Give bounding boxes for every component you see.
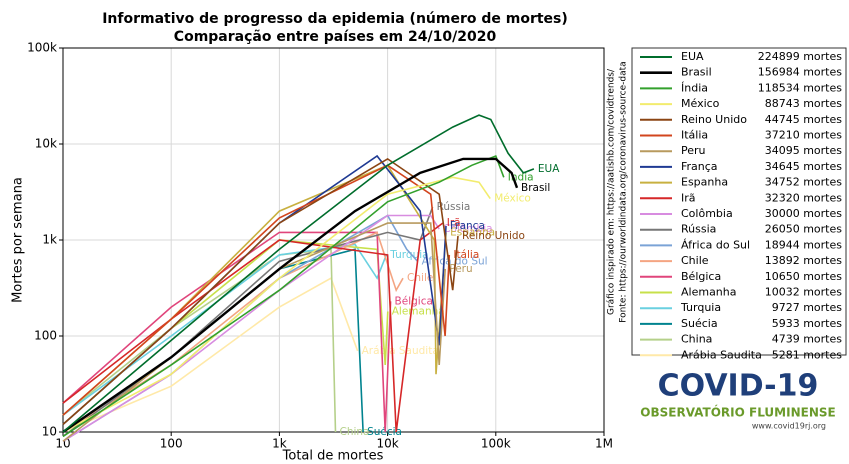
legend-total: 26050 mortes [765,223,843,236]
plot-frame [62,47,605,433]
series-end-label: Itália [453,249,479,261]
series-line [62,277,359,433]
side-note: Gráfico inspirado em: https://aatishb.co… [607,68,617,315]
series-end-label: Espanha [450,226,495,238]
y-tick-label: 1k [42,233,57,247]
legend-total: 4739 mortes [772,333,843,346]
y-tick-label: 100 [34,329,57,343]
legend-total: 34752 mortes [765,176,843,189]
series-line [62,176,491,433]
x-axis-label: Total de mortes [282,449,384,464]
series-end-label: Irã [447,217,461,229]
legend-label: Índia [681,81,708,94]
series-line [62,157,519,433]
series-line [62,164,451,416]
legend-label: Reino Unido [681,113,747,126]
x-tick-label: 10k [376,437,398,451]
legend-label: Chile [681,254,709,267]
side-note: Fonte: https://ourworldindata.org/corona… [619,61,629,322]
legend-total: 88743 mortes [765,97,843,110]
series-end-label: China [340,426,370,438]
legend-label: Peru [681,144,706,157]
legend-total: 10650 mortes [765,270,843,283]
x-tick-label: 100k [481,437,511,451]
legend-label: México [681,97,720,110]
legend-total: 156984 mortes [758,66,843,79]
series-line [62,214,440,442]
x-tick-label: 100 [160,437,183,451]
legend-label: Bélgica [681,270,721,283]
legend-label: Arábia Saudita [681,348,762,361]
legend-label: Irã [681,191,696,204]
series-line [62,154,505,438]
legend-total: 13892 mortes [765,254,843,267]
series-end-label: Arábia Saudita [362,345,439,357]
series-end-label: EUA [538,163,560,175]
logo-subtitle: OBSERVATÓRIO FLUMINENSE [640,405,835,420]
legend-total: 118534 mortes [758,81,843,94]
x-tick-label: 10 [55,437,70,451]
legend-total: 32320 mortes [765,191,843,204]
series-line [62,114,535,433]
logo-title: COVID-19 [658,369,819,404]
series-end-label: Alemanha [392,305,445,317]
series-end-label: França [450,220,485,232]
series-end-label: Reino Unido [462,230,525,242]
legend-label: Itália [681,129,708,142]
legend-label: África do Sul [681,238,750,251]
series-end-label: Chile [407,272,433,284]
y-axis-label: Mortes por semana [11,177,26,303]
series-end-label: Rússia [437,201,471,213]
legend-total: 34645 mortes [765,160,843,173]
legend-label: Suécia [681,317,718,330]
chart-title: Informativo de progresso da epidemia (nú… [102,11,568,27]
chart-subtitle: Comparação entre países em 24/10/2020 [174,29,497,45]
series-end-label: Brasil [521,182,550,194]
logo-url: www.covid19rj.org [752,422,826,431]
legend-total: 44745 mortes [765,113,843,126]
legend-label: Rússia [681,223,716,236]
y-tick-label: 10k [35,137,57,151]
legend-box [631,47,847,356]
series-end-label: Colômbia [443,223,492,235]
legend-label: Alemanha [681,286,737,299]
legend-label: China [681,333,712,346]
y-tick-label: 10 [42,425,57,439]
series-end-label: Peru [449,263,472,275]
legend-total: 5933 mortes [772,317,843,330]
y-tick-label: 100k [27,41,57,55]
legend-total: 10032 mortes [765,286,843,299]
legend-label: Espanha [681,176,728,189]
legend-total: 34095 mortes [765,144,843,157]
legend-total: 30000 mortes [765,207,843,220]
legend-total: 9727 mortes [772,301,843,314]
legend-label: Colômbia [681,207,733,220]
series-end-label: Bélgica [395,295,433,307]
legend-label: Turquia [680,301,721,314]
legend-label: EUA [681,50,704,63]
legend-total: 5281 mortes [772,348,843,361]
legend-total: 224899 mortes [758,50,843,63]
series-line [62,157,459,425]
x-tick-label: 1M [595,437,613,451]
legend-label: Brasil [681,66,712,79]
legend-total: 18944 mortes [765,238,843,251]
legend-label: França [681,160,718,173]
series-end-label: México [494,193,531,205]
legend-total: 37210 mortes [765,129,843,142]
x-tick-label: 1k [272,437,287,451]
